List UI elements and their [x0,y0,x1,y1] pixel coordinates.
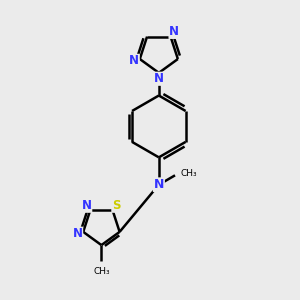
Text: N: N [169,26,179,38]
Text: CH₃: CH₃ [93,267,110,276]
Text: N: N [154,178,164,191]
Text: N: N [129,54,139,67]
Text: N: N [154,72,164,85]
Text: N: N [73,227,82,240]
Text: S: S [112,199,120,212]
Text: CH₃: CH₃ [180,169,197,178]
Text: N: N [82,199,92,212]
